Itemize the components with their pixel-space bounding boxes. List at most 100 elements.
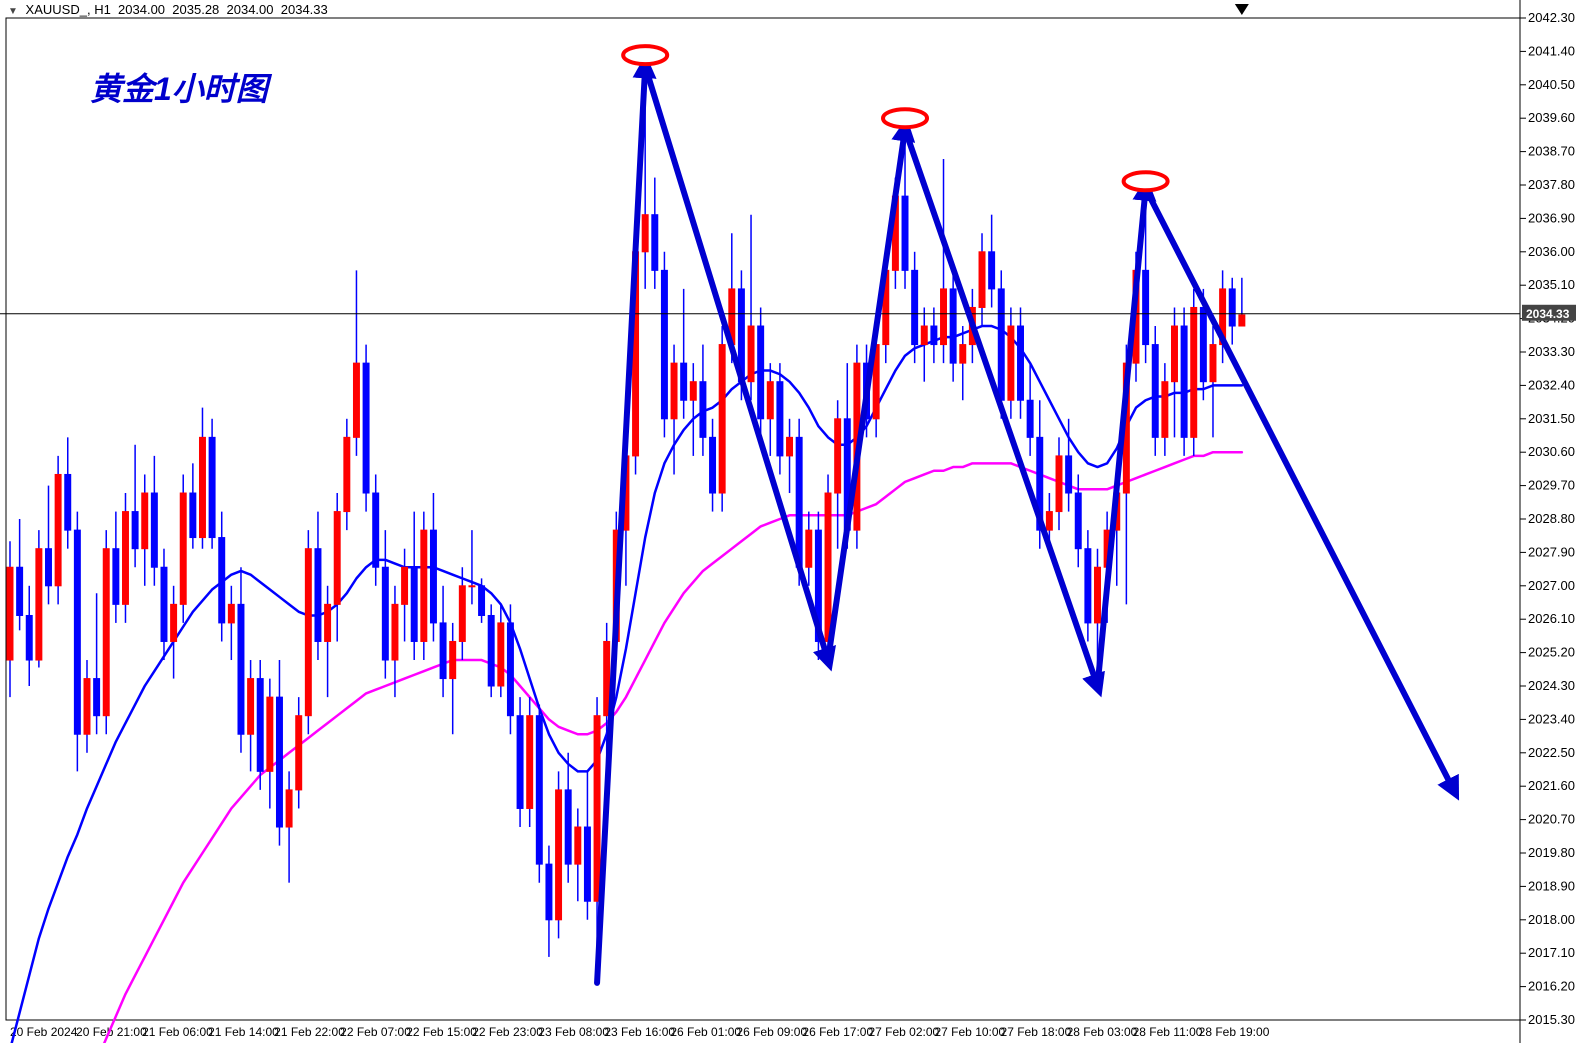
candle-body [498, 623, 504, 686]
candle-body [1210, 345, 1216, 382]
candle-body [36, 549, 42, 660]
candle-body [1085, 549, 1091, 623]
candle-body [941, 289, 947, 345]
candle-body [719, 345, 725, 493]
x-tick-label: 22 Feb 23:00 [472, 1025, 543, 1039]
x-tick-label: 22 Feb 15:00 [406, 1025, 477, 1039]
candle-body [65, 474, 71, 530]
candle-body [527, 716, 533, 809]
chart-canvas[interactable]: 2042.302041.402040.502039.602038.702037.… [0, 0, 1580, 1043]
candle-body [912, 270, 918, 344]
top-marker-icon [1235, 4, 1249, 15]
y-tick-label: 2033.30 [1528, 344, 1575, 359]
y-tick-label: 2021.60 [1528, 778, 1575, 793]
y-tick-label: 2027.00 [1528, 578, 1575, 593]
candle-body [26, 615, 32, 660]
candle-body [1152, 345, 1158, 438]
candle-body [690, 382, 696, 401]
y-tick-label: 2026.10 [1528, 611, 1575, 626]
candle-body [921, 326, 927, 345]
candle-body [180, 493, 186, 604]
y-tick-label: 2025.20 [1528, 645, 1575, 660]
candle-body [488, 615, 494, 686]
candle-body [46, 549, 52, 586]
candle-body [1162, 382, 1168, 438]
x-tick-label: 28 Feb 19:00 [1199, 1025, 1270, 1039]
plot-border [6, 18, 1520, 1020]
candle-body [17, 567, 23, 615]
candle-body [1046, 512, 1052, 531]
y-tick-label: 2037.80 [1528, 177, 1575, 192]
candle-body [748, 326, 754, 382]
candle-body [1229, 289, 1235, 326]
trend-arrow [1146, 189, 1454, 790]
y-tick-label: 2042.30 [1528, 10, 1575, 25]
candle-body [1018, 326, 1024, 400]
candle-body [238, 604, 244, 734]
y-tick-label: 2032.40 [1528, 377, 1575, 392]
candle-body [479, 586, 485, 616]
candle-body [979, 252, 985, 308]
candle-body [931, 326, 937, 345]
candle-body [1191, 307, 1197, 437]
x-tick-label: 26 Feb 01:00 [670, 1025, 741, 1039]
y-tick-label: 2031.50 [1528, 411, 1575, 426]
candle-body [1095, 567, 1101, 623]
y-tick-label: 2017.10 [1528, 945, 1575, 960]
candle-body [411, 567, 417, 641]
candle-body [7, 567, 13, 660]
candle-body [353, 363, 359, 437]
x-tick-label: 28 Feb 03:00 [1067, 1025, 1138, 1039]
y-tick-label: 2036.90 [1528, 210, 1575, 225]
candle-body [123, 512, 129, 605]
candle-body [459, 586, 465, 642]
candle-body [219, 538, 225, 623]
candle-body [440, 623, 446, 679]
x-tick-label: 27 Feb 10:00 [935, 1025, 1006, 1039]
candle-body [652, 215, 658, 271]
candle-body [825, 493, 831, 641]
candle-body [382, 567, 388, 660]
candle-body [902, 196, 908, 270]
candle-body [142, 493, 148, 549]
candle-body [1075, 493, 1081, 549]
candle-body [806, 530, 812, 567]
candle-body [55, 474, 61, 585]
trend-arrow [828, 129, 905, 660]
x-tick-label: 27 Feb 02:00 [868, 1025, 939, 1039]
candle-body [565, 790, 571, 864]
y-tick-label: 2018.90 [1528, 878, 1575, 893]
x-tick-label: 20 Feb 2024 [10, 1025, 78, 1039]
candle-body [1172, 326, 1178, 382]
y-tick-label: 2020.70 [1528, 812, 1575, 827]
candle-body [286, 790, 292, 827]
candle-body [103, 549, 109, 716]
x-tick-label: 23 Feb 08:00 [538, 1025, 609, 1039]
candle-body [681, 363, 687, 400]
candle-body [796, 437, 802, 567]
y-tick-label: 2022.50 [1528, 745, 1575, 760]
ohlc-high: 2035.28 [172, 2, 219, 17]
candle-body [777, 382, 783, 456]
candle-body [430, 530, 436, 623]
chart-annotation-title: 黄金1小时图 [90, 71, 273, 107]
peak-ellipse [1124, 172, 1168, 190]
trend-arrow [1097, 189, 1145, 686]
candle-body [960, 345, 966, 364]
candle-body [190, 493, 196, 538]
candle-body [334, 512, 340, 605]
dropdown-triangle-icon: ▼ [8, 6, 18, 17]
candle-body [151, 493, 157, 567]
candle-body [1239, 315, 1245, 326]
x-tick-label: 26 Feb 09:00 [736, 1025, 807, 1039]
trend-arrow [597, 66, 645, 983]
candle-body [556, 790, 562, 920]
x-tick-label: 21 Feb 14:00 [208, 1025, 279, 1039]
candle-body [132, 512, 138, 549]
y-tick-label: 2041.40 [1528, 43, 1575, 58]
chart-root: ▼ XAUUSD_, H1 2034.00 2035.28 2034.00 20… [0, 0, 1580, 1043]
candle-body [661, 270, 667, 418]
trend-arrow [905, 129, 1097, 686]
x-tick-label: 21 Feb 06:00 [142, 1025, 213, 1039]
candle-body [248, 679, 254, 735]
